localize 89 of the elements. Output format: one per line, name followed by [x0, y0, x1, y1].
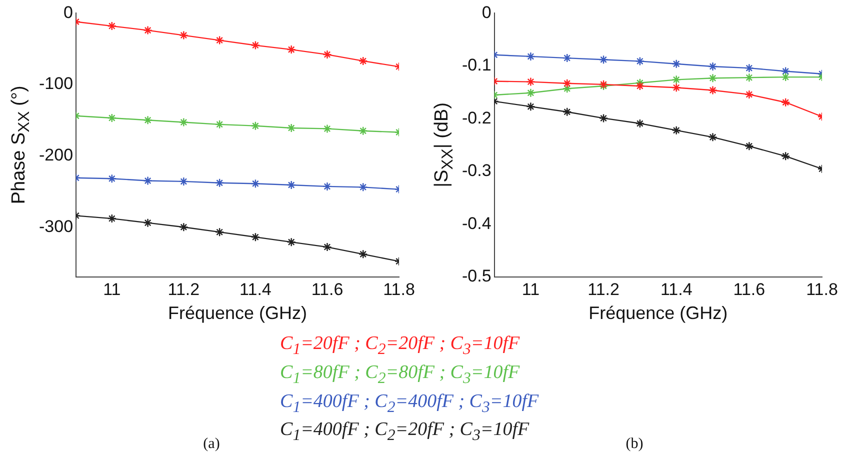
point — [286, 123, 296, 133]
x-tick-label: 11.8 — [383, 280, 415, 299]
text: C$_{1}$=20fF ; C$_{2}$=20fF ; C$_{3}$=10fF — [280, 332, 521, 360]
y-tick-label: -0.5 — [462, 266, 492, 286]
x-tick-label: 11.2 — [588, 280, 620, 299]
point — [562, 53, 572, 63]
point — [708, 86, 718, 95]
text: C$_{1}$=400fF ; C$_{2}$=20fF ; C$_{3}$=10fF — [280, 418, 530, 446]
point — [179, 176, 188, 186]
point — [672, 59, 681, 68]
point — [598, 114, 608, 123]
point — [562, 78, 572, 88]
point — [562, 84, 572, 94]
x-tick-label: 11.4 — [660, 280, 692, 299]
point — [358, 126, 368, 136]
x-axis-title: Fréquence (GHz) — [588, 303, 728, 324]
point — [179, 118, 188, 127]
point — [286, 237, 296, 247]
point — [286, 180, 296, 190]
point — [635, 118, 645, 128]
point — [250, 121, 260, 130]
point — [107, 21, 117, 31]
point — [672, 126, 681, 135]
x-tick-label: 11.6 — [311, 280, 344, 299]
point — [744, 72, 754, 82]
point — [780, 152, 790, 161]
point — [672, 75, 681, 84]
point — [780, 72, 790, 82]
x-tick-label: 11 — [522, 280, 540, 299]
text: C$_{1}$=400fF ; C$_{2}$=400fF ; C$_{3}$=10fF — [280, 390, 540, 418]
point — [250, 232, 260, 242]
point — [322, 182, 332, 192]
point — [358, 182, 368, 192]
point — [214, 36, 224, 45]
point — [143, 116, 152, 125]
y-tick-label: -200 — [38, 145, 74, 164]
x-axis-title: Fréquence (GHz) — [168, 303, 308, 324]
point — [635, 81, 645, 91]
point — [179, 30, 188, 40]
point — [322, 124, 332, 134]
point — [526, 88, 536, 98]
point — [672, 82, 681, 92]
point — [107, 174, 117, 184]
point — [214, 227, 224, 237]
point — [780, 66, 790, 76]
point — [143, 176, 152, 186]
y-tick-label: -0.3 — [462, 161, 492, 180]
point — [744, 90, 754, 100]
y-tick-label: 0 — [64, 2, 74, 22]
point — [214, 120, 224, 130]
point — [358, 250, 368, 259]
y-tick-label: 0 — [482, 2, 492, 22]
point — [780, 98, 790, 107]
point — [214, 178, 224, 188]
y-tick-label: -0.2 — [462, 108, 492, 128]
point — [286, 44, 296, 54]
point — [322, 50, 332, 60]
point — [143, 26, 152, 35]
text: (a) — [203, 436, 220, 452]
point — [708, 62, 718, 72]
point — [250, 179, 260, 188]
point — [179, 222, 188, 232]
point — [708, 73, 718, 83]
text: C$_{1}$=80fF ; C$_{2}$=80fF ; C$_{3}$=10fF — [280, 360, 521, 389]
y-tick-label: -300 — [38, 216, 74, 236]
x-tick-label: 11.2 — [168, 280, 200, 299]
x-tick-label: 11.6 — [733, 280, 766, 299]
text: (b) — [626, 436, 644, 452]
point — [744, 142, 754, 151]
point — [744, 63, 754, 73]
point — [250, 40, 260, 50]
point — [562, 107, 572, 116]
point — [598, 55, 608, 64]
x-tick-label: 11.4 — [240, 280, 272, 299]
point — [143, 218, 152, 228]
point — [708, 132, 718, 142]
y-tick-label: -0.4 — [462, 214, 492, 233]
point — [107, 214, 117, 224]
point — [526, 77, 536, 86]
y-tick-label: -100 — [38, 74, 74, 94]
y-tick-label: -0.1 — [462, 56, 492, 75]
point — [635, 56, 645, 66]
point — [107, 113, 117, 123]
x-tick-label: 11 — [103, 280, 121, 299]
x-tick-label: 11.8 — [806, 280, 838, 299]
point — [322, 242, 332, 252]
point — [526, 52, 536, 62]
point — [358, 56, 368, 66]
point — [526, 102, 536, 112]
